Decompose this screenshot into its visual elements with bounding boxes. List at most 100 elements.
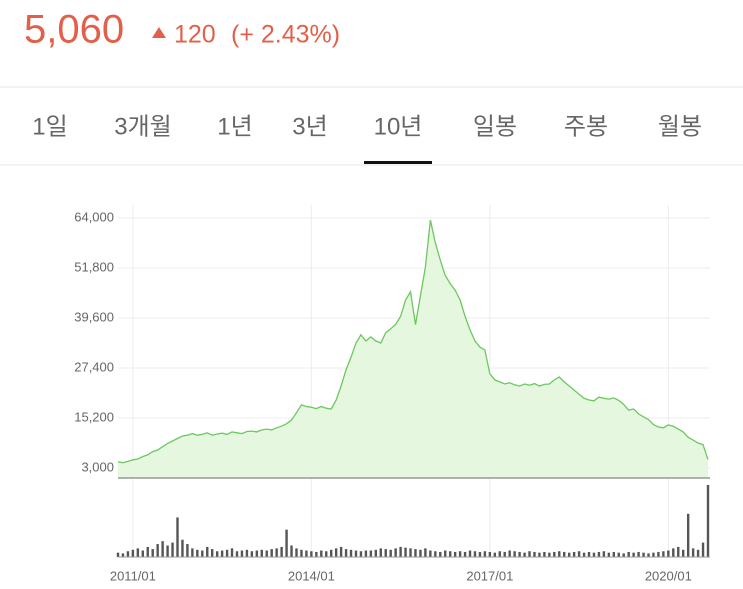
volume-bar [607,552,611,557]
volume-bar [379,548,382,557]
volume-bar [414,549,417,557]
volume-bar [592,552,596,557]
volume-bar [186,544,189,557]
volume-bar [300,549,303,557]
tab[interactable]: 3년 [292,113,327,140]
tab[interactable]: 일봉 [473,113,517,140]
volume-bar [642,552,645,557]
volume-bar [245,549,249,557]
volume-bar [121,553,125,557]
volume-bar [116,552,120,557]
volume-bar [597,551,601,557]
y-tick-label: 3,000 [81,459,114,474]
volume-bar [409,548,412,557]
y-tick-label: 15,200 [74,409,114,424]
volume-bar [280,546,283,557]
volume-bar [166,545,169,557]
y-tick-label: 39,600 [74,309,114,324]
volume-bar [310,551,313,557]
volume-bar [196,549,199,557]
volume-bar [657,551,660,557]
volume-bar [612,551,615,557]
volume-bar [632,552,635,557]
volume-bar [553,551,556,557]
price: 5,060 [24,8,124,52]
volume-bar [672,548,675,557]
volume-bar [201,550,204,557]
volume-bar [448,551,452,557]
volume-bar [563,551,566,557]
volume-bar [220,550,224,557]
volume-bar [429,550,432,557]
volume-bar [419,549,422,557]
volume-bar [325,551,328,557]
volume-bar [230,548,234,557]
tab[interactable]: 1일 [32,113,67,140]
x-tick-label: 2020/01 [645,568,692,583]
volume-bar [215,551,219,557]
volume-bar [493,552,497,557]
volume-bar [315,551,318,557]
volume-bar [151,549,154,557]
change: 120 [174,21,216,49]
x-tick-label: 2011/01 [110,568,156,583]
y-tick-label: 51,800 [74,259,114,274]
volume-bar [458,551,462,557]
volume-bar [235,551,239,557]
volume-bar [647,553,650,557]
volume-bar [146,546,149,557]
volume-bar [572,551,576,557]
volume-bar [523,552,526,557]
volume-bar [453,551,457,557]
volume-bar [191,548,194,557]
volume-bar [285,529,288,557]
volume-bar [463,551,467,557]
tab-underline [364,161,432,164]
volume-bar [558,551,561,557]
volume-bar [240,550,244,557]
volume-bar [389,549,392,557]
volume-bar [136,548,140,557]
volume-bar [498,551,501,557]
volume-bar [349,549,353,557]
volume-bar [305,550,308,557]
volume-bar [334,548,338,557]
volume-bar [434,551,437,557]
volume-bar [156,544,159,557]
tab[interactable]: 10년 [374,113,423,140]
volume-bar [508,550,511,557]
tab[interactable]: 3개월 [114,113,172,140]
volume-bar [622,553,625,557]
volume-bar [706,485,710,557]
volume-bar [543,551,546,557]
volume-bar [255,550,259,557]
tab[interactable]: 월봉 [658,113,702,140]
volume-bar [320,550,323,557]
volume-bar [265,550,268,557]
volume-bar [374,549,378,557]
volume-bar [344,549,348,557]
volume-bar [488,551,492,557]
volume-bar [686,513,690,557]
tab[interactable]: 1년 [217,113,252,140]
volume-bar [290,545,293,557]
volume-bar [691,548,695,557]
volume-bar [528,551,531,557]
volume-bar [270,549,273,557]
y-tick-label: 64,000 [74,209,114,224]
volume-bar [587,551,591,557]
volume-bar [439,551,442,557]
volume-bar [339,546,343,557]
volume-bar [399,546,402,557]
volume-bar [250,551,254,557]
volume-bar [225,549,229,557]
volume-bar [582,552,586,557]
volume-bar [567,552,571,557]
volume-bar [667,550,670,557]
volume-bar [206,546,209,557]
tab[interactable]: 주봉 [564,113,608,140]
x-tick-label: 2017/01 [466,568,513,583]
volume-bar [359,551,363,557]
price-area [118,220,708,478]
